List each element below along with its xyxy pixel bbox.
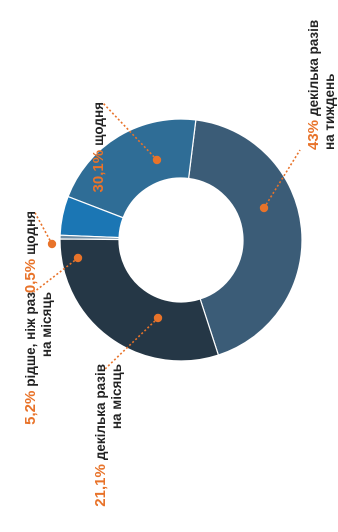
leader-line-4 bbox=[101, 101, 158, 161]
slice-label-3: 0,5% щодня bbox=[22, 211, 39, 293]
svg-text:21,1%декілька разівна місяць: 21,1% декілька разівна місяць bbox=[92, 364, 124, 507]
leader-dot-1 bbox=[153, 313, 163, 323]
slice-percent: 30,1% bbox=[90, 150, 107, 193]
leader-lines bbox=[33, 101, 301, 371]
leader-dot-3 bbox=[47, 239, 57, 249]
donut-slice-0 bbox=[187, 119, 303, 356]
slice-text-line: на місяць bbox=[39, 292, 54, 357]
slice-percent: 43% bbox=[305, 120, 322, 150]
slice-labels: 43%декілька разівна тиждень21,1%декілька… bbox=[22, 20, 337, 507]
svg-text:43%декілька разівна тиждень: 43% декілька разівна тиждень bbox=[305, 20, 337, 150]
leader-dot-2 bbox=[73, 253, 83, 263]
svg-text:5,2%рідше, ніж разна місяць: 5,2% рідше, ніж разна місяць bbox=[22, 292, 54, 425]
svg-text:30,1%щодня: 30,1% щодня bbox=[90, 102, 107, 192]
slice-text-line: на місяць bbox=[109, 364, 124, 429]
leader-dot-0 bbox=[259, 203, 269, 213]
leader-line-3 bbox=[33, 210, 53, 245]
slice-text-line: щодня bbox=[91, 102, 106, 146]
slice-percent: 0,5% bbox=[22, 259, 39, 293]
donut-slice-1 bbox=[67, 118, 197, 219]
slice-label-1: 21,1% декілька разівна місяць bbox=[92, 364, 124, 507]
leader-line-0 bbox=[263, 149, 301, 209]
leader-dot-4 bbox=[152, 155, 162, 165]
slice-label-2: 5,2% рідше, ніж разна місяць bbox=[22, 292, 54, 425]
slice-text-line: рідше, ніж раз bbox=[23, 292, 38, 387]
slice-text-line: щодня bbox=[23, 211, 38, 255]
slice-text-line: на тиждень bbox=[322, 74, 337, 150]
svg-text:0,5%щодня: 0,5% щодня bbox=[22, 211, 39, 293]
leader-line-2 bbox=[33, 257, 79, 293]
slice-label-0: 43% декілька разівна тиждень bbox=[305, 20, 337, 150]
donut-slice-4 bbox=[59, 238, 220, 362]
donut-slices bbox=[59, 118, 303, 362]
slice-text-line: декілька разів bbox=[306, 20, 321, 116]
slice-label-4: 30,1% щодня bbox=[90, 102, 107, 192]
slice-percent: 21,1% bbox=[92, 464, 109, 507]
slice-percent: 5,2% bbox=[22, 391, 39, 425]
slice-text-line: декілька разів bbox=[93, 364, 108, 460]
